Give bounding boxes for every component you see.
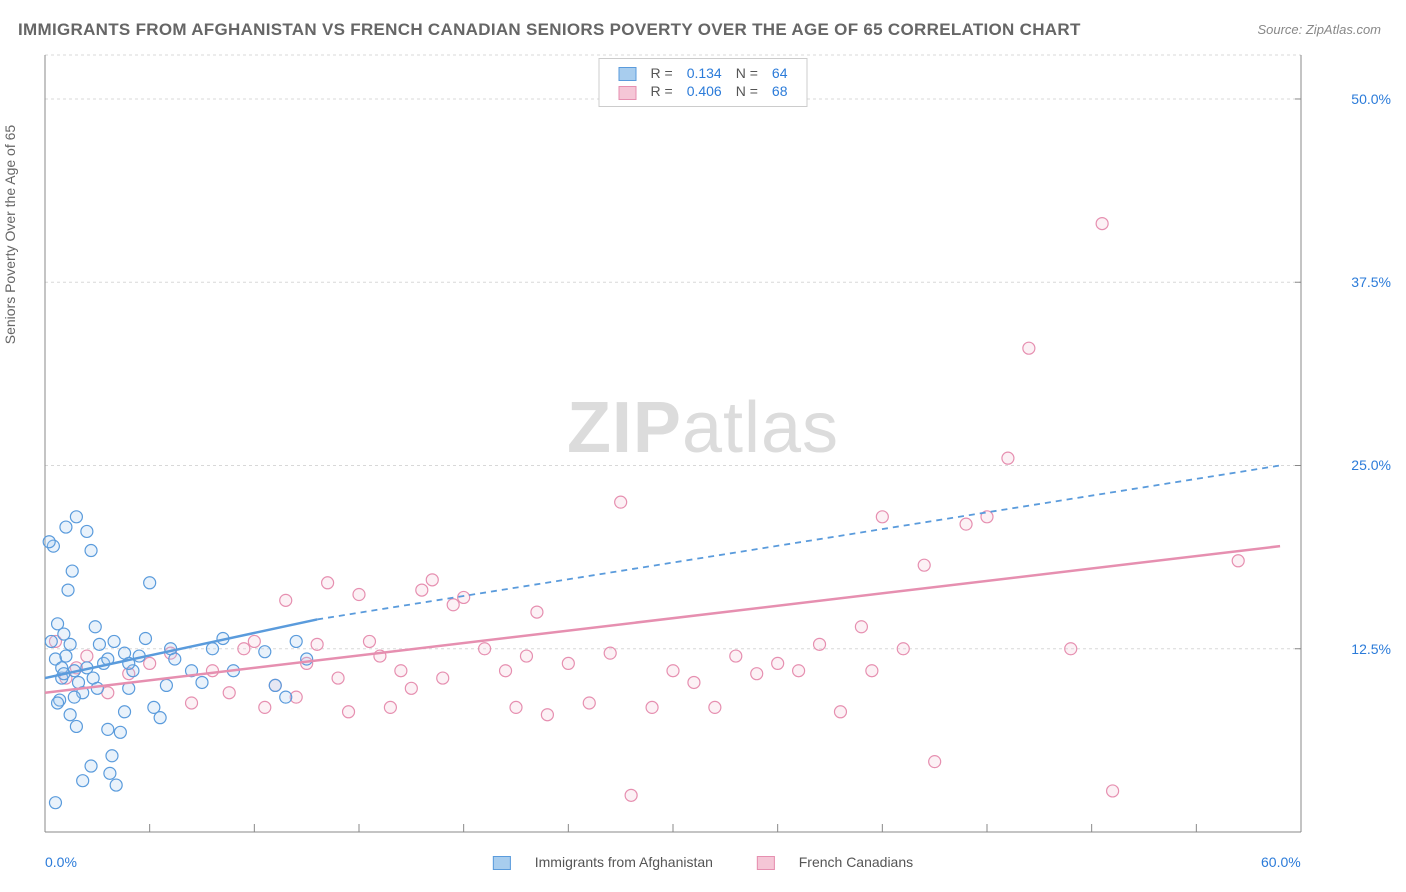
- swatch-series1: [619, 67, 637, 81]
- y-tick-label: 50.0%: [1351, 91, 1391, 107]
- legend-item-2: French Canadians: [747, 854, 923, 870]
- swatch-bottom-1: [493, 856, 511, 870]
- x-tick-label: 60.0%: [1261, 854, 1301, 870]
- chart-title: IMMIGRANTS FROM AFGHANISTAN VS FRENCH CA…: [18, 20, 1081, 40]
- correlation-chart: IMMIGRANTS FROM AFGHANISTAN VS FRENCH CA…: [0, 0, 1406, 892]
- legend-row-series1: R = 0.134 N = 64: [612, 64, 795, 82]
- swatch-bottom-2: [757, 856, 775, 870]
- y-tick-label: 37.5%: [1351, 274, 1391, 290]
- plot-svg: [45, 55, 1301, 832]
- plot-area: [45, 55, 1301, 832]
- legend-row-series2: R = 0.406 N = 68: [612, 82, 795, 100]
- legend-bottom: Immigrants from Afghanistan French Canad…: [473, 854, 933, 870]
- legend-correlation-box: R = 0.134 N = 64 R = 0.406 N = 68: [599, 58, 808, 107]
- source-label: Source: ZipAtlas.com: [1257, 22, 1381, 37]
- y-tick-label: 12.5%: [1351, 641, 1391, 657]
- y-tick-label: 25.0%: [1351, 457, 1391, 473]
- y-axis-label: Seniors Poverty Over the Age of 65: [2, 125, 18, 344]
- legend-item-1: Immigrants from Afghanistan: [483, 854, 727, 870]
- x-tick-label: 0.0%: [45, 854, 77, 870]
- swatch-series2: [619, 86, 637, 100]
